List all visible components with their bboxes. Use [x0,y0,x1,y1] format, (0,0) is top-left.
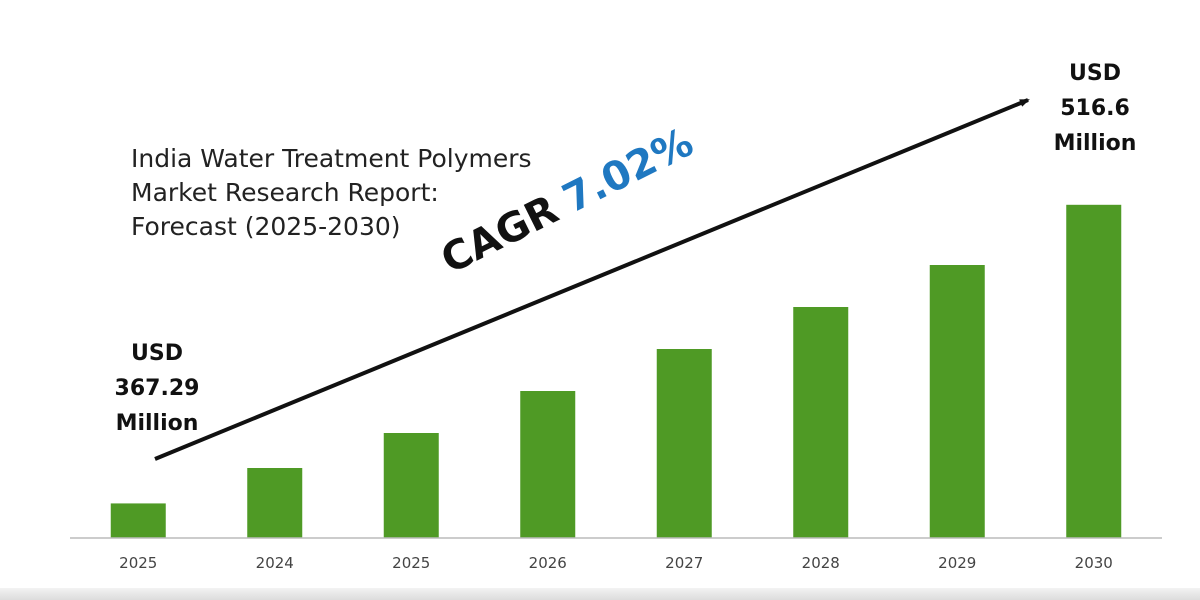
bar-2 [383,433,439,538]
bars-group [110,204,1122,539]
x-tick-label-4: 2027 [665,554,703,572]
bottom-border [0,588,1200,600]
start-unit: Million [115,411,199,436]
bar-3 [520,391,576,538]
x-tick-label-6: 2029 [938,554,976,572]
bar-5 [793,307,849,538]
end-currency: USD [1069,61,1121,86]
x-tick-label-2: 2025 [392,554,430,572]
x-tick-label-5: 2028 [802,554,840,572]
x-tick-labels: 2025 2024 2025 2026 2027 2028 2029 2030 [119,554,1113,572]
x-tick-label-3: 2026 [529,554,567,572]
start-currency: USD [131,341,183,366]
report-title: India Water Treatment Polymers Market Re… [131,142,591,244]
bar-0 [110,503,166,538]
report-title-line-2: Market Research Report: [131,178,439,207]
end-value-callout: USD 516.6 Million [1030,56,1160,161]
start-amount: 367.29 [114,376,200,401]
bar-6 [929,265,985,538]
growth-arrow [154,98,1030,461]
start-value-callout: USD 367.29 Million [82,336,232,441]
report-title-line-3: Forecast (2025-2030) [131,212,401,241]
x-tick-label-7: 2030 [1075,554,1113,572]
bar-7 [1066,204,1122,539]
end-unit: Million [1053,131,1137,156]
x-tick-label-1: 2024 [256,554,294,572]
bar-4 [656,349,712,538]
report-title-line-1: India Water Treatment Polymers [131,144,532,173]
x-tick-label-0: 2025 [119,554,157,572]
end-amount: 516.6 [1060,96,1130,121]
bar-1 [247,468,303,538]
